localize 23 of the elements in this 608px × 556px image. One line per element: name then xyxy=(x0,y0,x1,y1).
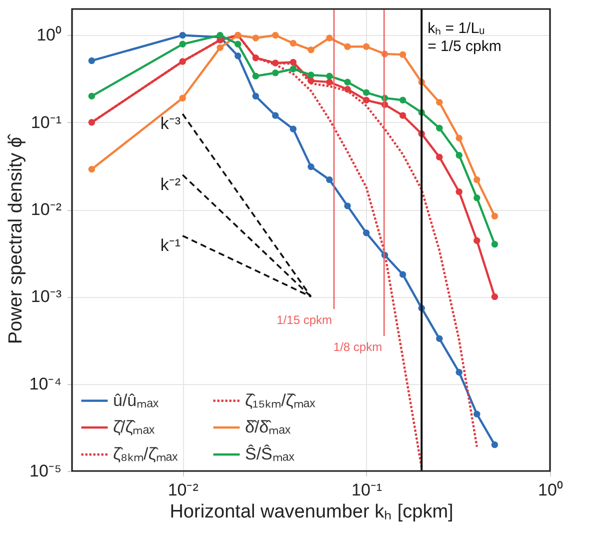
y-tick-label: 10⁻⁴ xyxy=(29,374,62,394)
legend-label: ζ̂₁₅ₖₘ/ζ̂ₘₐₓ xyxy=(245,390,316,410)
legend-label: Ŝ/Ŝₘₐₓ xyxy=(245,444,295,464)
x-tick-label: 10⁰ xyxy=(538,480,563,500)
legend-label: ζ̂₈ₖₘ/ζ̂ₘₐₓ xyxy=(113,444,178,464)
y-axis-title: Power spectral density ϕ̂ xyxy=(5,132,26,344)
y-tick-label: 10⁻⁵ xyxy=(30,462,62,480)
x-tick-label: 10⁻¹ xyxy=(352,480,382,500)
annotation: k⁻¹ xyxy=(160,236,181,255)
legend-label: ζ̂/ζ̂ₘₐₓ xyxy=(113,418,156,436)
x-axis-title: Horizontal wavenumber kₕ [cpkm] xyxy=(170,502,454,522)
y-tick-label: 10⁻² xyxy=(30,200,62,220)
annotation: k⁻³ xyxy=(160,114,181,133)
annotation: kₕ = 1/Lᵤ = 1/5 cpkm xyxy=(428,20,502,55)
legend-label: û/ûₘₐₓ xyxy=(113,390,159,410)
y-tick-label: 10⁰ xyxy=(36,26,62,45)
y-tick-label: 10⁻¹ xyxy=(30,112,62,132)
ref-line-label: 1/15 cpkm xyxy=(276,313,332,327)
y-tick-label: 10⁻³ xyxy=(30,287,62,306)
legend-label: δ̂/δ̂ₘₐₓ xyxy=(245,418,291,436)
annotation: k⁻² xyxy=(160,174,181,194)
x-tick-label: 10⁻² xyxy=(168,480,199,500)
ref-line-label: 1/8 cpkm xyxy=(333,340,382,354)
